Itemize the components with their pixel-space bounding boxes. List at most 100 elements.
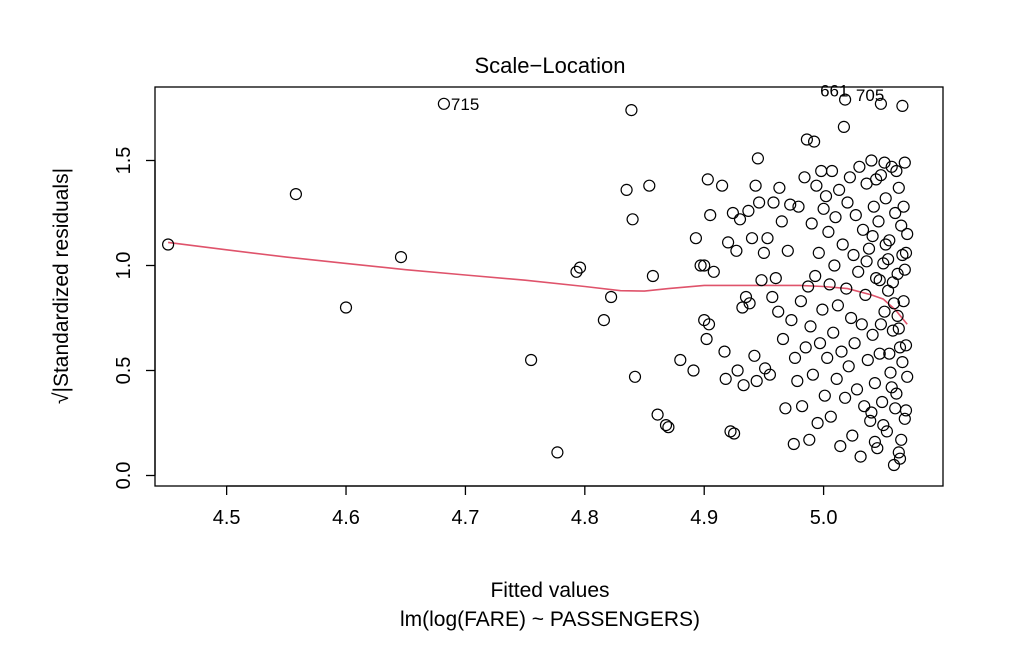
residual-point xyxy=(819,190,833,203)
x-axis: 4.5 4.6 4.7 4.8 4.9 5.0 xyxy=(213,485,838,529)
residual-point xyxy=(718,345,731,358)
residual-point xyxy=(879,238,892,251)
chart-subtitle: lm(log(FARE) ~ PASSENGERS) xyxy=(400,608,700,631)
residual-point xyxy=(811,416,824,430)
residual-point xyxy=(828,259,841,272)
residual-point xyxy=(854,450,867,463)
residual-point xyxy=(758,362,772,375)
residual-point xyxy=(892,181,905,194)
residual-point xyxy=(846,429,859,442)
residual-point xyxy=(772,305,785,318)
residual-point xyxy=(812,246,825,259)
residual-point xyxy=(810,179,823,192)
residual-point xyxy=(892,446,905,459)
residual-point xyxy=(878,156,891,169)
residual-point xyxy=(815,164,828,178)
residual-point xyxy=(873,347,886,360)
residual-point xyxy=(788,351,802,364)
residual-point xyxy=(818,389,831,402)
residual-point xyxy=(878,305,891,318)
residual-point xyxy=(887,458,901,472)
residual-point xyxy=(842,360,855,373)
residual-point xyxy=(689,232,703,245)
residual-point xyxy=(837,120,851,134)
residual-point xyxy=(873,274,886,287)
residual-point xyxy=(867,200,880,213)
residual-point xyxy=(289,188,302,201)
residual-point xyxy=(874,97,888,110)
residual-point xyxy=(850,383,864,396)
x-tick-label: 5.0 xyxy=(810,507,838,529)
x-tick-label: 4.9 xyxy=(690,507,718,529)
residual-point xyxy=(899,246,913,259)
residual-point xyxy=(872,215,885,228)
y-axis-label: √|Standardized residuals| xyxy=(50,168,73,404)
residual-point xyxy=(816,303,829,316)
residual-point xyxy=(739,290,753,304)
residual-point xyxy=(731,364,744,377)
residual-point xyxy=(838,391,852,404)
residual-point xyxy=(824,410,837,423)
residual-point xyxy=(626,213,639,226)
residual-point xyxy=(853,160,866,173)
residual-point xyxy=(573,261,587,274)
residual-point xyxy=(698,314,711,327)
y-axis: 0.0 0.5 1.0 1.5 xyxy=(113,147,156,490)
residual-point xyxy=(832,183,846,196)
residual-point xyxy=(860,255,873,268)
residual-point xyxy=(779,402,792,415)
residual-point xyxy=(889,206,902,220)
residual-point xyxy=(877,257,890,270)
residual-point xyxy=(861,353,874,367)
residual-point xyxy=(827,326,840,339)
residual-point xyxy=(803,433,816,446)
y-tick-label: 0.0 xyxy=(113,462,135,490)
residual-point xyxy=(805,217,818,230)
residual-point xyxy=(750,374,763,388)
residual-point xyxy=(886,276,900,289)
residual-point xyxy=(865,154,878,167)
residual-point xyxy=(694,259,707,272)
residual-point xyxy=(866,328,879,341)
residual-point xyxy=(643,179,656,192)
residual-point xyxy=(767,196,780,209)
residual-point xyxy=(881,284,895,297)
residual-point xyxy=(855,318,868,331)
y-tick-label: 1.0 xyxy=(113,252,135,280)
residual-point xyxy=(891,309,904,322)
residual-point xyxy=(736,301,749,314)
residual-point xyxy=(871,442,884,455)
chart-title: Scale−Location xyxy=(474,53,625,78)
residual-point xyxy=(749,179,762,192)
residual-point xyxy=(524,353,538,367)
residual-point xyxy=(394,251,408,264)
residual-point xyxy=(742,204,755,217)
residual-point xyxy=(825,164,839,178)
residual-point xyxy=(719,372,732,385)
residual-point xyxy=(715,179,729,192)
residual-point xyxy=(785,314,798,327)
residual-point xyxy=(884,366,897,379)
residual-point xyxy=(597,314,611,327)
residual-point xyxy=(864,414,877,427)
residual-point xyxy=(901,370,914,383)
residual-point xyxy=(807,135,821,148)
residual-point xyxy=(721,236,735,249)
residual-point xyxy=(800,133,814,146)
residual-point xyxy=(859,288,872,301)
residual-point xyxy=(620,183,633,196)
residual-point xyxy=(822,225,835,238)
residual-point xyxy=(813,337,827,350)
residual-point xyxy=(781,244,794,257)
residual-point xyxy=(775,215,788,228)
residual-point xyxy=(799,341,812,354)
residual-point xyxy=(856,223,870,236)
residual-point xyxy=(743,297,756,310)
residual-point xyxy=(823,278,836,291)
residual-point xyxy=(798,171,811,184)
residual-point xyxy=(784,198,797,211)
residual-point xyxy=(895,219,908,232)
residual-point xyxy=(875,395,889,409)
residual-point xyxy=(437,97,450,110)
